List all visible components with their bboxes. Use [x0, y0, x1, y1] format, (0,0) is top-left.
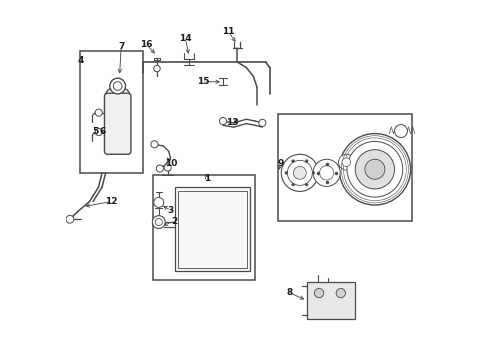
Text: 14: 14 — [179, 35, 191, 44]
Circle shape — [156, 165, 163, 172]
Circle shape — [291, 160, 294, 162]
Circle shape — [353, 167, 364, 178]
Circle shape — [258, 119, 265, 126]
Text: 1: 1 — [203, 174, 210, 183]
Text: 12: 12 — [105, 197, 118, 206]
Circle shape — [66, 215, 74, 223]
Circle shape — [113, 82, 122, 90]
Circle shape — [153, 65, 160, 72]
Text: 11: 11 — [222, 27, 234, 36]
Text: 8: 8 — [285, 288, 292, 297]
Circle shape — [287, 160, 312, 185]
Bar — [153, 175, 255, 280]
Circle shape — [153, 197, 163, 207]
Bar — [80, 51, 142, 173]
Bar — [306, 282, 354, 319]
Circle shape — [314, 288, 323, 298]
Text: 13: 13 — [225, 118, 238, 127]
Circle shape — [151, 141, 158, 148]
Bar — [177, 191, 246, 267]
Circle shape — [305, 160, 307, 162]
Bar — [278, 114, 411, 221]
Text: 15: 15 — [197, 77, 209, 86]
Text: 2: 2 — [171, 217, 178, 226]
Circle shape — [355, 170, 361, 176]
Circle shape — [319, 166, 333, 180]
Text: 3: 3 — [167, 206, 173, 215]
Circle shape — [293, 166, 305, 179]
Circle shape — [95, 109, 102, 116]
Circle shape — [338, 154, 353, 170]
Text: 7: 7 — [118, 41, 124, 50]
Circle shape — [164, 164, 171, 171]
Circle shape — [311, 171, 314, 174]
Circle shape — [281, 154, 318, 192]
Bar — [175, 187, 249, 271]
Circle shape — [341, 158, 350, 166]
Circle shape — [219, 117, 226, 125]
Text: 16: 16 — [140, 40, 152, 49]
Text: 10: 10 — [165, 159, 177, 168]
Text: 9: 9 — [277, 159, 283, 168]
Circle shape — [339, 134, 410, 205]
Text: 5: 5 — [92, 127, 98, 136]
Circle shape — [305, 183, 307, 186]
Circle shape — [335, 288, 345, 298]
Circle shape — [364, 159, 384, 179]
FancyBboxPatch shape — [104, 93, 131, 154]
Circle shape — [354, 150, 394, 189]
Circle shape — [346, 141, 402, 197]
Text: 4: 4 — [78, 56, 84, 65]
Circle shape — [152, 216, 165, 229]
Circle shape — [285, 171, 287, 174]
Text: 6: 6 — [100, 127, 106, 136]
Circle shape — [312, 159, 340, 186]
Circle shape — [95, 129, 102, 136]
Circle shape — [155, 219, 162, 226]
Circle shape — [394, 125, 407, 138]
Circle shape — [291, 183, 294, 186]
Circle shape — [110, 78, 125, 94]
